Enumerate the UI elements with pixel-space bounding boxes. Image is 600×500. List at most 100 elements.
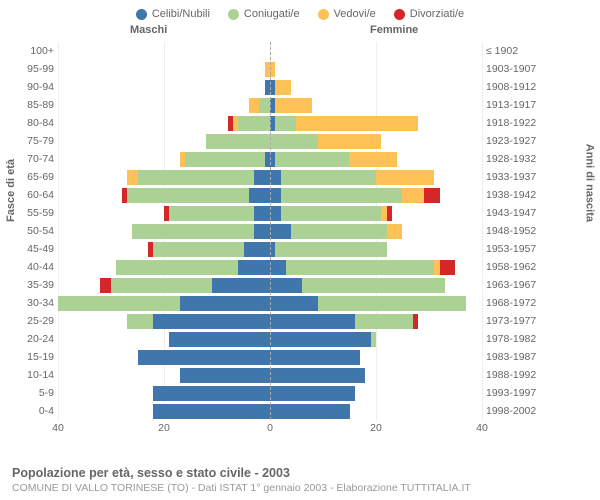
bar-segment — [302, 278, 445, 293]
bar-segment — [387, 206, 392, 221]
bar-male — [153, 386, 270, 401]
bar-segment — [270, 368, 365, 383]
bar-segment — [270, 296, 318, 311]
bar-female — [270, 350, 360, 365]
bar-segment — [275, 80, 291, 95]
year-label: 1918-1922 — [486, 114, 542, 132]
bar-segment — [180, 296, 270, 311]
legend-item: Vedovi/e — [318, 8, 376, 20]
year-label: ≤ 1902 — [486, 42, 542, 60]
bar-segment — [371, 332, 376, 347]
age-label: 25-29 — [16, 312, 54, 330]
bar-male — [148, 242, 270, 257]
bar-segment — [254, 206, 270, 221]
bar-segment — [270, 188, 281, 203]
year-label: 1903-1907 — [486, 60, 542, 78]
bar-segment — [127, 188, 249, 203]
bar-segment — [270, 332, 371, 347]
bar-segment — [180, 368, 270, 383]
bar-segment — [212, 278, 270, 293]
bar-segment — [281, 188, 403, 203]
age-label: 55-59 — [16, 204, 54, 222]
age-label: 90-94 — [16, 78, 54, 96]
bar-segment — [413, 314, 418, 329]
year-label: 1928-1932 — [486, 150, 542, 168]
age-label: 35-39 — [16, 276, 54, 294]
bar-segment — [249, 98, 260, 113]
legend-item: Coniugati/e — [228, 8, 300, 20]
bar-male — [127, 314, 270, 329]
bar-segment — [254, 170, 270, 185]
age-label: 60-64 — [16, 186, 54, 204]
bar-segment — [116, 260, 238, 275]
age-label: 15-19 — [16, 348, 54, 366]
bar-female — [270, 206, 392, 221]
bar-segment — [153, 242, 243, 257]
bar-female — [270, 260, 455, 275]
bar-segment — [281, 170, 376, 185]
bar-segment — [387, 224, 403, 239]
bar-male — [138, 350, 271, 365]
bar-segment — [355, 314, 413, 329]
bar-segment — [259, 98, 270, 113]
bar-segment — [270, 314, 355, 329]
bar-segment — [169, 332, 270, 347]
bar-female — [270, 242, 387, 257]
bar-female — [270, 80, 291, 95]
bar-segment — [185, 152, 265, 167]
bar-segment — [275, 242, 386, 257]
bar-male — [100, 278, 270, 293]
chart-area: Fasce di età Anni di nascita 100+≤ 19029… — [0, 42, 600, 440]
legend-label: Celibi/Nubili — [152, 8, 210, 20]
bar-segment — [138, 350, 271, 365]
legend-item: Celibi/Nubili — [136, 8, 210, 20]
bar-segment — [270, 404, 350, 419]
bar-segment — [424, 188, 440, 203]
legend-label: Divorziati/e — [410, 8, 464, 20]
age-label: 0-4 — [16, 402, 54, 420]
bar-segment — [127, 170, 138, 185]
bar-segment — [270, 206, 281, 221]
legend-label: Vedovi/e — [334, 8, 376, 20]
year-label: 1933-1937 — [486, 168, 542, 186]
bar-segment — [153, 404, 270, 419]
year-label: 1923-1927 — [486, 132, 542, 150]
bar-male — [228, 116, 270, 131]
age-label: 65-69 — [16, 168, 54, 186]
bar-male — [122, 188, 270, 203]
bar-segment — [376, 170, 434, 185]
year-label: 1978-1982 — [486, 330, 542, 348]
year-label: 1908-1912 — [486, 78, 542, 96]
bar-female — [270, 170, 434, 185]
year-label: 1983-1987 — [486, 348, 542, 366]
bar-segment — [286, 260, 434, 275]
bar-segment — [440, 260, 456, 275]
bar-segment — [254, 224, 270, 239]
x-tick: 40 — [476, 422, 488, 434]
bar-segment — [349, 152, 397, 167]
bar-segment — [127, 314, 154, 329]
age-label: 75-79 — [16, 132, 54, 150]
bar-male — [127, 170, 270, 185]
year-label: 1943-1947 — [486, 204, 542, 222]
bar-female — [270, 188, 440, 203]
header-male: Maschi — [130, 24, 167, 36]
bar-segment — [275, 98, 312, 113]
year-label: 1958-1962 — [486, 258, 542, 276]
age-label: 10-14 — [16, 366, 54, 384]
bar-female — [270, 296, 466, 311]
bar-male — [249, 98, 270, 113]
legend-label: Coniugati/e — [244, 8, 300, 20]
age-label: 30-34 — [16, 294, 54, 312]
bar-female — [270, 134, 381, 149]
year-label: 1988-1992 — [486, 366, 542, 384]
year-label: 1973-1977 — [486, 312, 542, 330]
legend-swatch — [318, 9, 329, 20]
bar-segment — [281, 206, 382, 221]
bar-female — [270, 152, 397, 167]
year-label: 1953-1957 — [486, 240, 542, 258]
year-label: 1968-1972 — [486, 294, 542, 312]
bar-female — [270, 368, 365, 383]
chart-subtitle: COMUNE DI VALLO TORINESE (TO) - Dati IST… — [12, 482, 588, 494]
bar-male — [169, 332, 270, 347]
